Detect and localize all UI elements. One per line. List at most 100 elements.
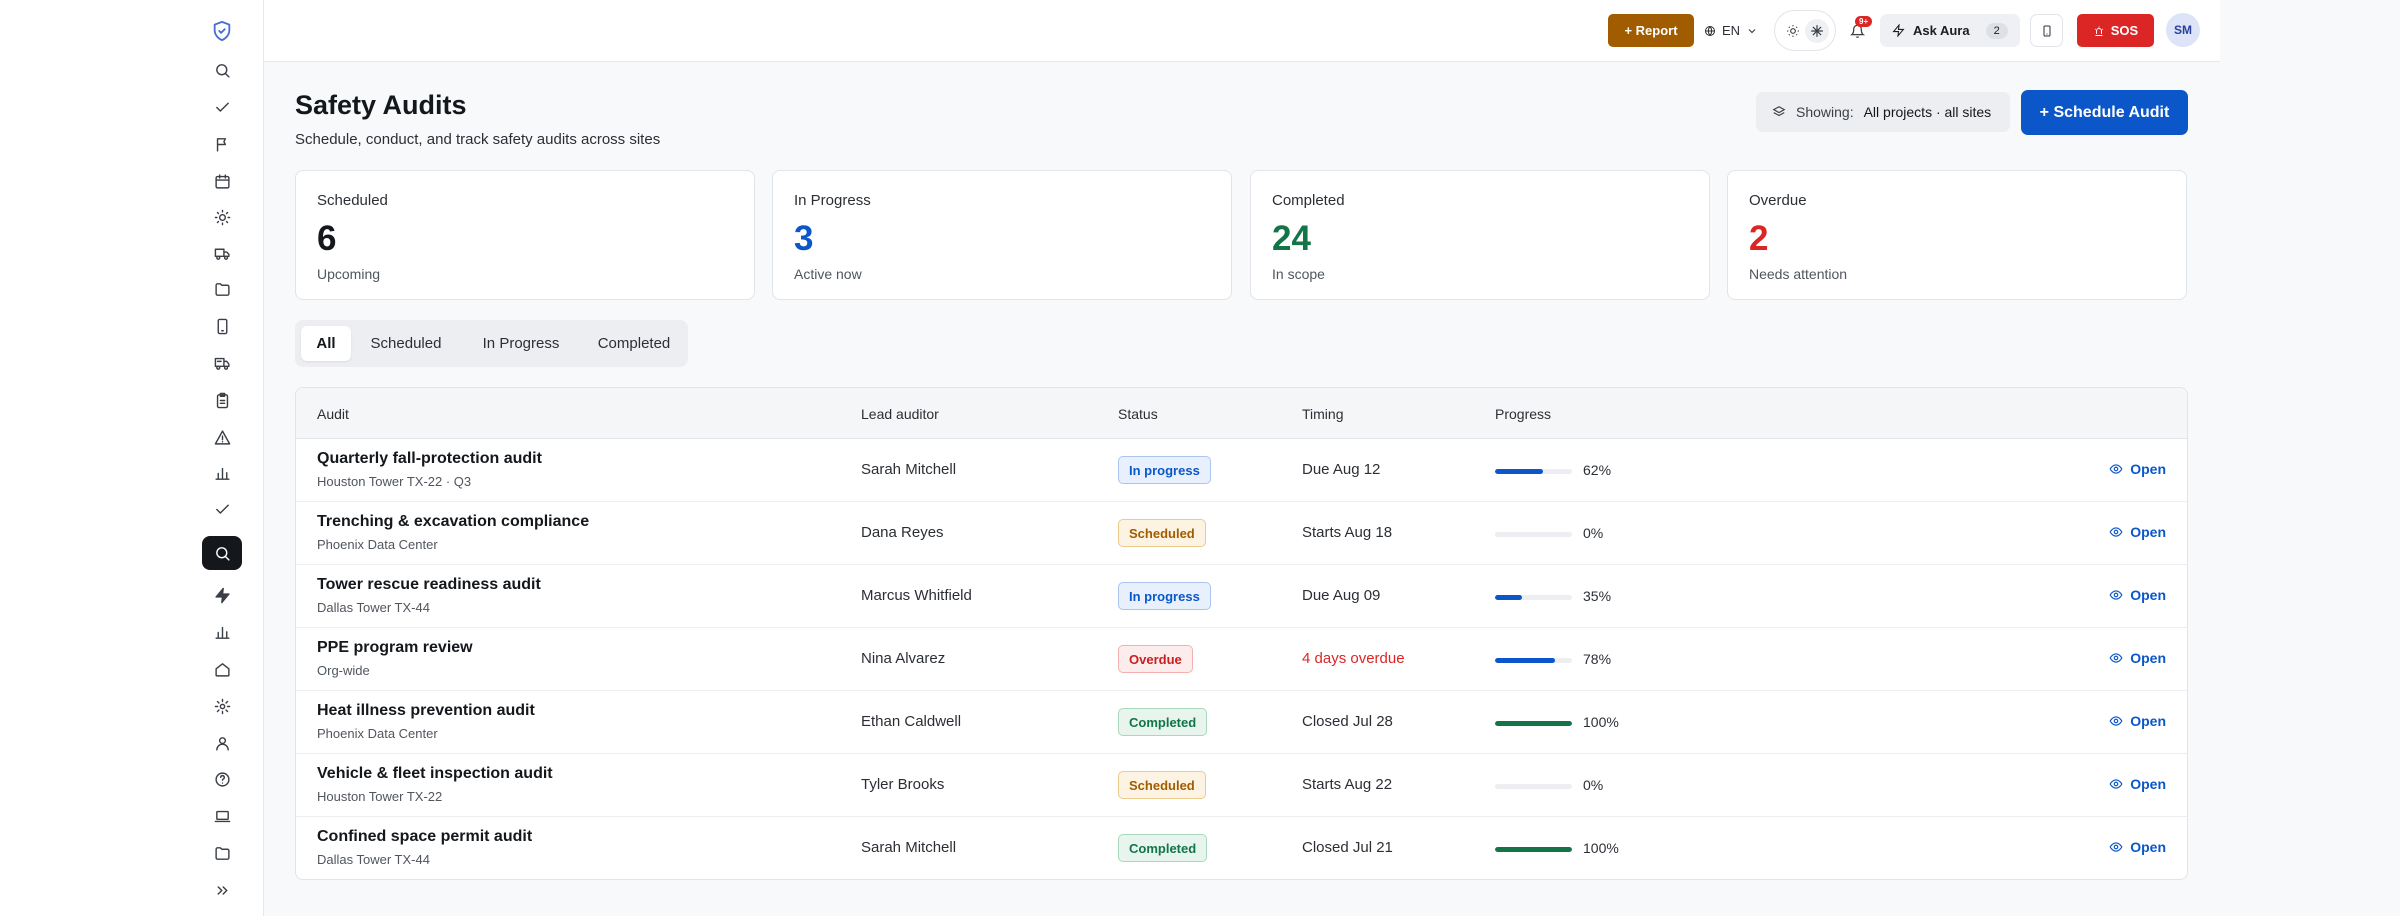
folder-icon xyxy=(214,846,230,860)
sidebar-item-folder[interactable] xyxy=(202,836,242,870)
progress-bar xyxy=(1495,469,1572,474)
audit-site: Phoenix Data Center xyxy=(317,537,438,552)
sidebar-item-sun[interactable] xyxy=(202,200,242,234)
status-badge: Scheduled xyxy=(1118,519,1206,547)
progress-bar-fill xyxy=(1495,721,1572,726)
sidebar-item-bar-chart[interactable] xyxy=(202,615,242,649)
app-logo[interactable] xyxy=(202,14,242,48)
progress-bar xyxy=(1495,595,1572,600)
light-mode-option[interactable] xyxy=(1781,19,1805,43)
open-label: Open xyxy=(2130,713,2166,729)
sidebar-item-truck[interactable] xyxy=(202,236,242,270)
table-row[interactable]: Confined space permit audit Dallas Tower … xyxy=(296,817,2187,879)
audit-title[interactable]: Heat illness prevention audit xyxy=(317,702,535,719)
progress-percent: 100% xyxy=(1583,714,1619,730)
open-audit-link[interactable]: Open xyxy=(2109,461,2166,477)
sidebar-item-lightning[interactable] xyxy=(202,578,242,612)
language-selector[interactable]: EN xyxy=(1704,14,1758,47)
table-row[interactable]: Heat illness prevention audit Phoenix Dat… xyxy=(296,691,2187,754)
sidebar-item-bar-chart[interactable] xyxy=(202,456,242,490)
lead-auditor: Sarah Mitchell xyxy=(861,461,957,478)
siren-icon xyxy=(2094,26,2104,36)
audit-title[interactable]: Confined space permit audit xyxy=(317,828,533,845)
ask-aura-count: 2 xyxy=(1985,22,2008,39)
globe-icon xyxy=(1705,25,1715,36)
sidebar-item-search[interactable] xyxy=(202,536,242,570)
stat-label: Completed xyxy=(1272,192,1345,209)
sidebar-item-laptop[interactable] xyxy=(202,799,242,833)
truck-icon xyxy=(214,248,230,260)
audit-title[interactable]: Tower rescue readiness audit xyxy=(317,576,541,593)
stat-value: 24 xyxy=(1272,219,1311,258)
table-row[interactable]: Quarterly fall-protection audit Houston T… xyxy=(296,439,2187,502)
check-icon xyxy=(215,102,229,112)
sidebar-item-help[interactable] xyxy=(202,762,242,796)
stat-value: 3 xyxy=(794,219,814,258)
tab-all[interactable]: All xyxy=(301,326,351,361)
report-button[interactable]: + Report xyxy=(1608,14,1694,47)
tab-scheduled[interactable]: Scheduled xyxy=(370,335,442,352)
mobile-view-button[interactable] xyxy=(2030,14,2063,47)
status-tabs: All Scheduled In Progress Completed xyxy=(295,320,688,367)
stat-note: Active now xyxy=(794,266,862,282)
scope-filter[interactable]: Showing: All projects · all sites xyxy=(1756,92,2010,132)
audit-title[interactable]: Quarterly fall-protection audit xyxy=(317,450,542,467)
tab-in-progress[interactable]: In Progress xyxy=(482,335,560,352)
sidebar-item-folder[interactable] xyxy=(202,272,242,306)
status-badge: In progress xyxy=(1118,456,1211,484)
sidebar-item-check[interactable] xyxy=(202,90,242,124)
sidebar-item-smartphone[interactable] xyxy=(202,309,242,343)
sos-button[interactable]: SOS xyxy=(2077,14,2154,47)
ask-aura-button[interactable]: Ask Aura 2 xyxy=(1880,14,2020,47)
eye-icon xyxy=(2109,653,2123,663)
table-row[interactable]: Trenching & excavation compliance Phoenix… xyxy=(296,502,2187,565)
lead-auditor: Marcus Whitfield xyxy=(861,587,972,604)
home-icon xyxy=(214,662,230,677)
open-audit-link[interactable]: Open xyxy=(2109,839,2166,855)
open-audit-link[interactable]: Open xyxy=(2109,650,2166,666)
page-title: Safety Audits xyxy=(295,90,467,120)
smartphone-icon xyxy=(217,318,227,334)
tab-completed[interactable]: Completed xyxy=(597,335,671,352)
progress-percent: 100% xyxy=(1583,840,1619,856)
user-avatar[interactable]: SM xyxy=(2166,13,2200,47)
audit-title[interactable]: Vehicle & fleet inspection audit xyxy=(317,765,553,782)
table-row[interactable]: PPE program review Org-wide Nina Alvarez Ov… xyxy=(296,628,2187,691)
schedule-audit-button[interactable]: + Schedule Audit xyxy=(2021,90,2188,135)
audit-site: Dallas Tower TX-44 xyxy=(317,600,430,615)
bar-chart-icon xyxy=(214,467,230,480)
sos-label: SOS xyxy=(2110,23,2139,38)
sidebar-item-search[interactable] xyxy=(202,53,242,87)
audit-timing: Due Aug 09 xyxy=(1302,587,1381,604)
open-audit-link[interactable]: Open xyxy=(2109,587,2166,603)
open-label: Open xyxy=(2130,650,2166,666)
audit-site: Phoenix Data Center xyxy=(317,726,438,741)
sidebar-item-flag[interactable] xyxy=(202,127,242,161)
open-audit-link[interactable]: Open xyxy=(2109,713,2166,729)
theme-toggle[interactable] xyxy=(1774,10,1836,51)
sidebar-item-warning[interactable] xyxy=(202,420,242,454)
sidebar-item-home[interactable] xyxy=(202,652,242,686)
open-label: Open xyxy=(2130,839,2166,855)
sidebar-item-expand[interactable] xyxy=(202,873,242,907)
open-audit-link[interactable]: Open xyxy=(2109,776,2166,792)
sidebar-item-user[interactable] xyxy=(202,726,242,760)
laptop-icon xyxy=(214,810,230,822)
lead-auditor: Sarah Mitchell xyxy=(861,839,957,856)
status-badge: Completed xyxy=(1118,834,1208,862)
sidebar-item-calendar[interactable] xyxy=(202,164,242,198)
open-audit-link[interactable]: Open xyxy=(2109,524,2166,540)
check-icon xyxy=(215,504,229,514)
stat-value: 2 xyxy=(1749,219,1769,258)
sidebar-item-check[interactable] xyxy=(202,492,242,526)
audit-title[interactable]: Trenching & excavation compliance xyxy=(317,513,590,530)
truck-delivery-icon xyxy=(214,357,230,370)
help-icon xyxy=(214,771,230,787)
table-row[interactable]: Tower rescue readiness audit Dallas Tower… xyxy=(296,565,2187,628)
sidebar-item-settings[interactable] xyxy=(202,689,242,723)
sidebar-item-clipboard[interactable] xyxy=(202,383,242,417)
table-row[interactable]: Vehicle & fleet inspection audit Houston … xyxy=(296,754,2187,817)
contrast-mode-option[interactable] xyxy=(1805,18,1829,43)
audit-title[interactable]: PPE program review xyxy=(317,639,473,656)
sidebar-item-truck-delivery[interactable] xyxy=(202,346,242,380)
